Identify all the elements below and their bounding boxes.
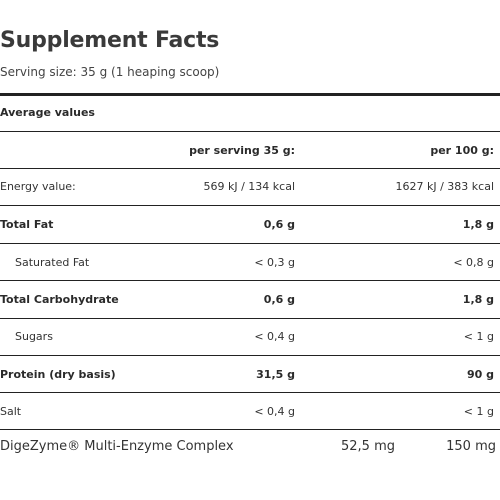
divider xyxy=(0,131,500,132)
column-header-per-100g: per 100 g: xyxy=(430,144,494,157)
row-value-sugars-100g: < 1 g xyxy=(463,330,494,343)
row-value-saturated-fat-100g: < 0,8 g xyxy=(453,256,494,269)
row-value-protein-100g: 90 g xyxy=(466,368,494,381)
row-value-total-carbohydrate-100g: 1,8 g xyxy=(462,293,494,306)
divider xyxy=(0,93,500,96)
row-value-protein-serving: 31,5 g xyxy=(256,368,295,381)
row-label-energy: Energy value: xyxy=(0,180,76,193)
row-label-protein: Protein (dry basis) xyxy=(0,368,116,381)
row-value-energy-100g: 1627 kJ / 383 kcal xyxy=(395,180,494,193)
divider xyxy=(0,243,500,244)
row-value-total-carbohydrate-serving: 0,6 g xyxy=(263,293,295,306)
divider xyxy=(0,355,500,356)
row-value-energy-serving: 569 kJ / 134 kcal xyxy=(203,180,295,193)
row-label-total-carbohydrate: Total Carbohydrate xyxy=(0,293,119,306)
row-value-salt-serving: < 0,4 g xyxy=(254,405,295,418)
row-label-digezyme: DigeZyme® Multi-Enzyme Complex xyxy=(0,439,234,454)
row-label-sugars: Sugars xyxy=(15,330,53,343)
row-value-total-fat-100g: 1,8 g xyxy=(462,218,494,231)
row-label-total-fat: Total Fat xyxy=(0,218,54,231)
page-title: Supplement Facts xyxy=(0,28,220,53)
row-value-total-fat-serving: 0,6 g xyxy=(263,218,295,231)
row-value-digezyme-serving: 52,5 mg xyxy=(341,439,395,454)
row-value-digezyme-100g: 150 mg xyxy=(446,439,496,454)
column-header-per-serving: per serving 35 g: xyxy=(189,144,295,157)
row-label-salt: Salt xyxy=(0,405,22,418)
row-value-saturated-fat-serving: < 0,3 g xyxy=(254,256,295,269)
divider xyxy=(0,429,500,430)
row-value-sugars-serving: < 0,4 g xyxy=(254,330,295,343)
divider xyxy=(0,280,500,281)
divider xyxy=(0,205,500,206)
section-header: Average values xyxy=(0,106,95,119)
row-label-saturated-fat: Saturated Fat xyxy=(15,256,90,269)
divider xyxy=(0,168,500,169)
serving-size: Serving size: 35 g (1 heaping scoop) xyxy=(0,65,220,79)
divider xyxy=(0,392,500,393)
row-value-salt-100g: < 1 g xyxy=(463,405,494,418)
divider xyxy=(0,318,500,319)
